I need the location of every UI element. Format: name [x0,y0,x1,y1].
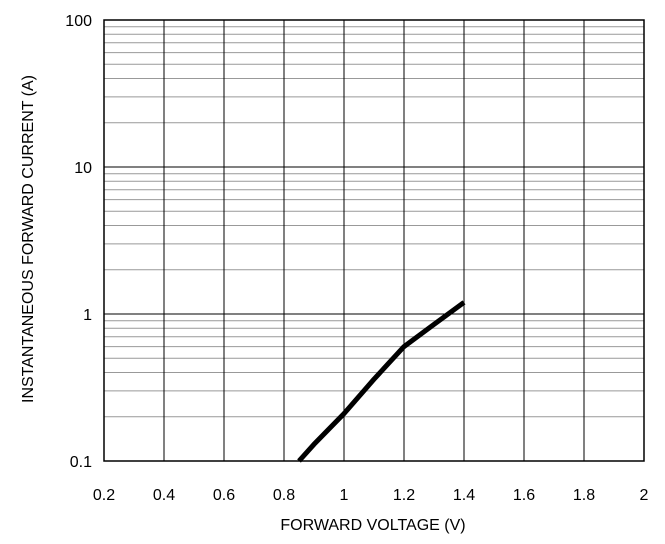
x-axis-title: FORWARD VOLTAGE (V) [280,517,465,534]
y-tick-label: 0.1 [70,454,92,471]
x-tick-label: 1.6 [513,487,535,504]
y-tick-labels: 0.1 1 10 100 [65,13,92,471]
x-tick-label: 1.4 [453,487,475,504]
series-line [297,300,466,463]
x-tick-label: 0.4 [153,487,175,504]
x-tick-label: 1.8 [573,487,595,504]
x-tick-label: 1 [340,487,349,504]
x-tick-label: 2 [640,487,649,504]
plot-frame [103,19,645,462]
x-tick-label: 1.2 [393,487,415,504]
x-tick-label: 0.2 [93,487,115,504]
y-axis-title: INSTANTANEOUS FORWARD CURRENT (A) [20,75,37,403]
y-tick-label: 100 [65,13,92,30]
x-tick-label: 0.6 [213,487,235,504]
series-layer [297,300,466,463]
x-tick-labels: 0.2 0.4 0.6 0.8 1 1.2 1.4 1.6 1.8 2 [93,487,649,504]
y-tick-label: 1 [83,307,92,324]
major-gridlines [103,19,645,462]
x-tick-label: 0.8 [273,487,295,504]
minor-gridlines [104,26,644,418]
y-tick-label: 10 [74,160,92,177]
